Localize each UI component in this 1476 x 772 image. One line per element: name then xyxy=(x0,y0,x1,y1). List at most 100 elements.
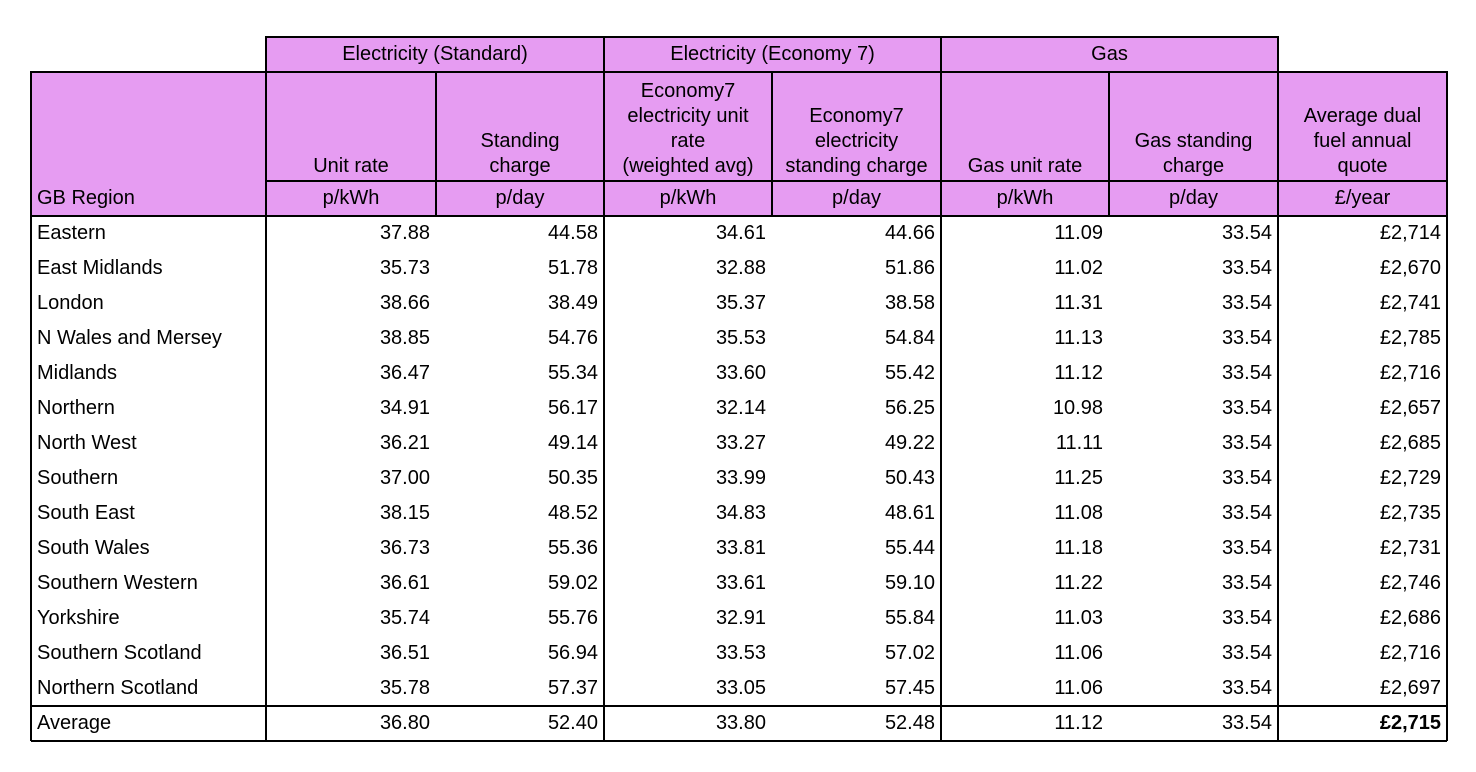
table-cell: 33.53 xyxy=(715,642,766,664)
region-name: South Wales xyxy=(37,537,150,559)
table-cell: 35.53 xyxy=(715,327,766,349)
table-cell: £2,714 xyxy=(1379,222,1441,244)
table-cell: 51.86 xyxy=(884,257,935,279)
border xyxy=(771,71,773,216)
column-header-line: quote xyxy=(1337,155,1388,177)
table-cell: 55.44 xyxy=(884,537,935,559)
table-cell: 33.61 xyxy=(715,572,766,594)
group-header-electricity-standard: Electricity (Standard) xyxy=(266,37,604,72)
table-cell: 33.54 xyxy=(1221,257,1272,279)
table-cell: £2,729 xyxy=(1379,467,1441,489)
border xyxy=(603,71,605,741)
region-name: East Midlands xyxy=(37,257,163,279)
average-value: 52.48 xyxy=(884,712,935,734)
border xyxy=(1277,71,1279,741)
table-cell: 56.17 xyxy=(547,397,598,419)
table-cell: 11.02 xyxy=(1054,257,1103,279)
table-cell: 38.58 xyxy=(884,292,935,314)
column-header-gas_standing: Gas standing charge xyxy=(1109,72,1278,181)
column-header-line: Gas standing xyxy=(1134,130,1253,152)
table-cell: 10.98 xyxy=(1052,397,1103,419)
table-cell: £2,685 xyxy=(1379,432,1441,454)
table-cell: 55.42 xyxy=(884,362,935,384)
table-cell: 38.49 xyxy=(547,292,598,314)
table-cell: £2,735 xyxy=(1379,502,1441,524)
region-name: N Wales and Mersey xyxy=(37,327,222,349)
column-header-line: standing charge xyxy=(785,155,928,177)
table-cell: 57.02 xyxy=(884,642,935,664)
table-cell: £2,716 xyxy=(1379,642,1441,664)
region-name: Eastern xyxy=(37,222,106,244)
table-cell: 35.78 xyxy=(379,677,430,699)
border xyxy=(603,36,605,72)
table-cell: £2,686 xyxy=(1379,607,1441,629)
column-header-line: Average dual xyxy=(1303,105,1422,127)
table-cell: 33.54 xyxy=(1221,537,1272,559)
border xyxy=(31,71,1447,73)
table-cell: 11.06 xyxy=(1054,677,1103,699)
column-header-line: charge xyxy=(1162,155,1225,177)
table-cell: 11.12 xyxy=(1054,362,1103,384)
border xyxy=(266,36,1278,38)
border xyxy=(30,71,32,741)
unit-cell-region: GB Region xyxy=(31,181,266,216)
table-cell: 50.43 xyxy=(884,467,935,489)
border xyxy=(1277,36,1279,72)
table-cell: 35.74 xyxy=(379,607,430,629)
table-cell: 11.09 xyxy=(1054,222,1103,244)
table-cell: 11.22 xyxy=(1054,572,1103,594)
table-cell: 33.54 xyxy=(1221,292,1272,314)
unit-cell-standing_charge: p/day xyxy=(436,181,604,216)
average-value: 11.12 xyxy=(1054,712,1103,734)
region-name: Southern Scotland xyxy=(37,642,202,664)
table-cell: £2,746 xyxy=(1379,572,1441,594)
table-cell: 33.54 xyxy=(1221,502,1272,524)
table-cell: 33.54 xyxy=(1221,432,1272,454)
table-cell: £2,716 xyxy=(1379,362,1441,384)
table-cell: 33.54 xyxy=(1221,362,1272,384)
border xyxy=(435,71,437,216)
region-name: Yorkshire xyxy=(37,607,120,629)
group-header-electricity-economy7: Electricity (Economy 7) xyxy=(604,37,941,72)
unit-cell-gas_unit_rate: p/kWh xyxy=(941,181,1109,216)
table-cell: 33.54 xyxy=(1221,327,1272,349)
table-cell: 32.14 xyxy=(715,397,766,419)
border xyxy=(940,71,942,741)
region-name: Northern xyxy=(37,397,115,419)
column-header-line: rate xyxy=(670,130,706,152)
column-header-line: charge xyxy=(489,155,551,177)
table-cell: £2,785 xyxy=(1379,327,1441,349)
table-cell: 36.47 xyxy=(379,362,430,384)
table-cell: 11.13 xyxy=(1054,327,1103,349)
average-label: Average xyxy=(37,712,112,734)
column-header-standing_charge: Standing charge xyxy=(436,72,604,181)
table-cell: 11.06 xyxy=(1054,642,1103,664)
table-cell: 34.83 xyxy=(715,502,766,524)
table-cell: £2,697 xyxy=(1379,677,1441,699)
average-value: 33.80 xyxy=(715,712,766,734)
table-cell: 34.61 xyxy=(715,222,766,244)
table-cell: 54.76 xyxy=(547,327,598,349)
table-cell: 33.99 xyxy=(715,467,766,489)
unit-cell-gas_standing: p/day xyxy=(1109,181,1278,216)
table-cell: 11.03 xyxy=(1054,607,1103,629)
table-cell: 51.78 xyxy=(547,257,598,279)
border xyxy=(31,740,1447,742)
table-cell: 57.45 xyxy=(884,677,935,699)
column-header-line: Unit rate xyxy=(313,155,389,177)
table-cell: 38.15 xyxy=(379,502,430,524)
group-header-gas: Gas xyxy=(941,37,1278,72)
table-cell: 36.21 xyxy=(379,432,430,454)
region-name: Northern Scotland xyxy=(37,677,199,699)
region-name: North West xyxy=(37,432,137,454)
table-cell: 56.94 xyxy=(547,642,598,664)
column-header-e7_unit_rate: Economy7 electricity unit rate (weighted av… xyxy=(604,72,772,181)
border xyxy=(265,71,267,741)
table-cell: 11.31 xyxy=(1054,292,1103,314)
table-cell: 59.10 xyxy=(884,572,935,594)
region-name: Southern xyxy=(37,467,119,489)
table-cell: 59.02 xyxy=(547,572,598,594)
column-header-line: (weighted avg) xyxy=(622,155,754,177)
table-cell: 33.54 xyxy=(1221,642,1272,664)
table-cell: 50.35 xyxy=(547,467,598,489)
